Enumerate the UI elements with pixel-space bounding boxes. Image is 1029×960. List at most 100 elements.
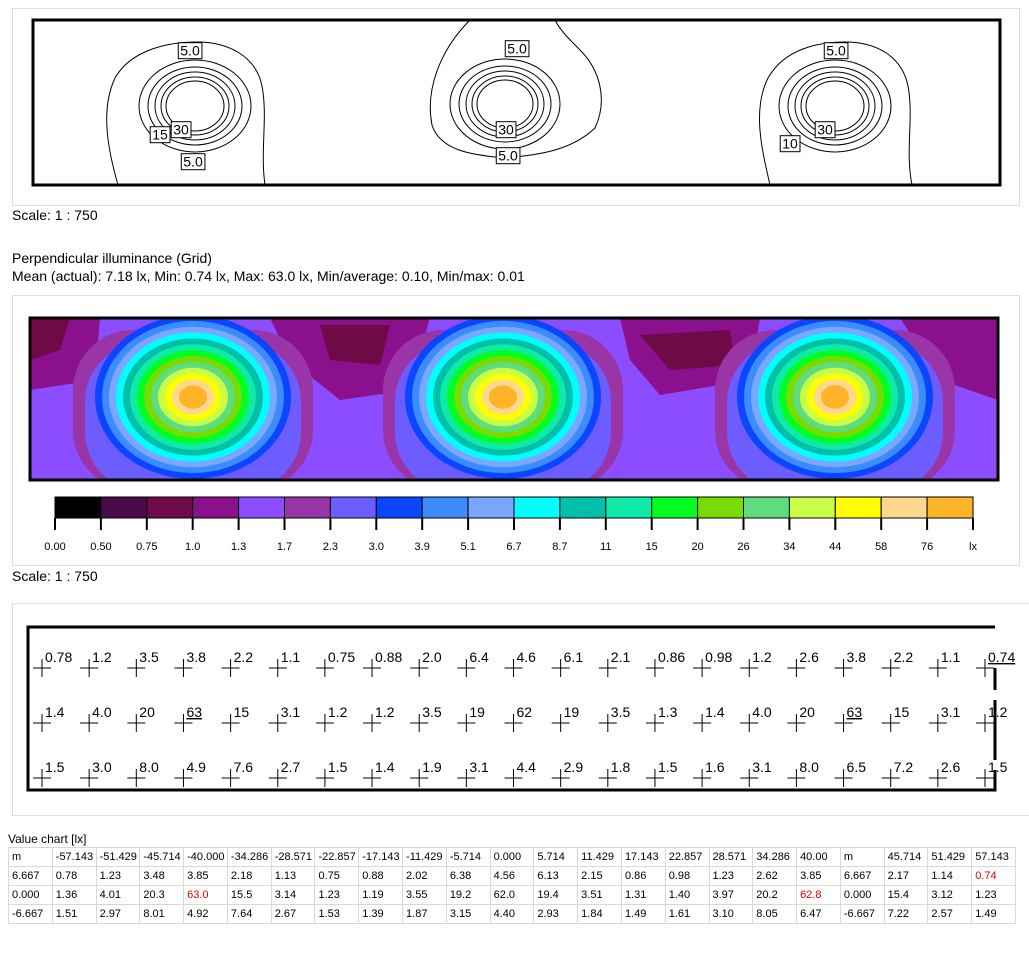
grid-point (410, 714, 429, 732)
grid-point (928, 659, 947, 677)
legend-label: 8.7 (552, 541, 567, 553)
value-cell: 6.667 (839, 866, 885, 886)
grid-point (693, 659, 712, 677)
value-cell: 2.15 (577, 866, 622, 886)
value-cell: 2.93 (533, 904, 579, 924)
grid-value: 0.74 (988, 649, 1015, 665)
value-cell: 1.40 (664, 885, 710, 905)
panel (12, 295, 1020, 566)
value-cell: 63.0 (183, 885, 228, 905)
legend-swatch (926, 496, 974, 519)
grid-point (551, 769, 570, 787)
grid-value: 3.1 (281, 704, 301, 720)
value-cell: 0.000 (839, 885, 885, 905)
grid-point (315, 714, 334, 732)
isoline-label-box (504, 40, 530, 58)
legend-swatch (146, 496, 194, 519)
legend-swatch (697, 496, 744, 519)
value-cell: 8.01 (139, 904, 185, 924)
grid-point (457, 769, 476, 787)
legend-swatch (651, 496, 699, 519)
grid-value: 3.1 (469, 759, 489, 775)
grid-point (976, 659, 994, 677)
grid-value: 19 (469, 704, 485, 720)
value-cell: 7.22 (883, 904, 929, 924)
isoline-label-box (180, 153, 206, 171)
value-cell: 1.23 (971, 885, 1016, 905)
value-cell: 1.14 (927, 866, 973, 886)
header-cell: -40.000 (183, 847, 228, 867)
grid-value: 63 (847, 704, 863, 720)
grid-point (881, 714, 900, 732)
grid-value: 4.4 (517, 759, 537, 775)
grid-point (787, 659, 806, 677)
legend-swatch (238, 496, 286, 519)
grid-values: 0.78 1.2 3.5 3.8 2.2 1.1 0.75 0.88 2.0 6.4 4.6 6.1 2… (33, 649, 1015, 787)
grid-value: 0.98 (705, 649, 732, 665)
grid-value: 2.9 (564, 759, 584, 775)
legend-swatch (743, 496, 790, 519)
grid-point (80, 769, 99, 787)
header-cell: -22.857 (314, 847, 360, 867)
value-cell: 4.40 (489, 904, 535, 924)
legend-swatch (834, 496, 882, 519)
legend-swatch (559, 496, 607, 519)
map-region (320, 325, 390, 365)
grid-point (787, 769, 806, 787)
map-region (821, 385, 849, 409)
grid-point (457, 659, 476, 677)
grid-value: 1.5 (988, 759, 1008, 775)
value-cell: 2.57 (927, 904, 973, 924)
value-cell: 0.86 (620, 866, 666, 886)
header-cell: -45.714 (139, 847, 185, 867)
legend-label: 6.7 (506, 541, 521, 553)
grid-point (457, 714, 476, 732)
isoline-label-box (177, 42, 203, 60)
legend-swatch (788, 496, 836, 519)
grid-point (834, 659, 853, 677)
panel (12, 603, 1029, 816)
value-cell: 3.14 (270, 885, 316, 905)
data-row: -6.667 1.51 2.97 8.01 4.92 7.64 2.67 1.53 1.39 1.… (8, 904, 1016, 924)
grid-value: 0.78 (45, 649, 72, 665)
grid-point (551, 659, 570, 677)
legend-swatch (192, 496, 240, 519)
data-row: 6.667 0.78 1.23 3.48 3.85 2.18 1.13 0.75 0.88 2.0… (8, 866, 1016, 886)
value-chart-title: Value chart [lx] (8, 832, 87, 846)
grid-point (976, 714, 994, 732)
grid-point (928, 714, 947, 732)
value-cell: 8.05 (752, 904, 798, 924)
grid-point (881, 659, 900, 677)
grid-point (645, 659, 664, 677)
isoline-label-box (779, 135, 801, 153)
grid-value: 3.5 (611, 704, 631, 720)
grid-point (174, 769, 193, 787)
value-cell: 1.53 (314, 904, 360, 924)
value-cell: 3.51 (577, 885, 622, 905)
value-cell: 3.48 (139, 866, 185, 886)
grid-value: 4.9 (186, 759, 206, 775)
grid-value: 19 (564, 704, 580, 720)
header-cell: -5.714 (445, 847, 491, 867)
grid-value: 7.2 (894, 759, 914, 775)
legend-swatch (513, 496, 561, 519)
grid-point (551, 714, 570, 732)
isoline-label: 5.0 (507, 41, 527, 57)
legend-label: 2.3 (323, 541, 338, 553)
isoline-label-box (814, 121, 836, 139)
isoline-label-box (823, 42, 849, 60)
value-chart: Value chart [lx] m -57.143 -51.429 -45.714-… (8, 832, 1016, 924)
grid-point (787, 714, 806, 732)
value-cell: 0.75 (314, 866, 360, 886)
legend-label: 1.7 (277, 541, 292, 553)
legend-label: 26 (737, 541, 749, 553)
header-cell: -17.143 (358, 847, 404, 867)
grid-point (504, 659, 523, 677)
isoline-label: 5.0 (180, 43, 200, 59)
header-cell: -11.429 (402, 847, 447, 867)
grid-value: 4.0 (752, 704, 772, 720)
value-cell: 3.55 (402, 885, 447, 905)
map-region (640, 330, 735, 370)
value-cell: 6.13 (533, 866, 579, 886)
grid-value: 3.8 (847, 649, 867, 665)
